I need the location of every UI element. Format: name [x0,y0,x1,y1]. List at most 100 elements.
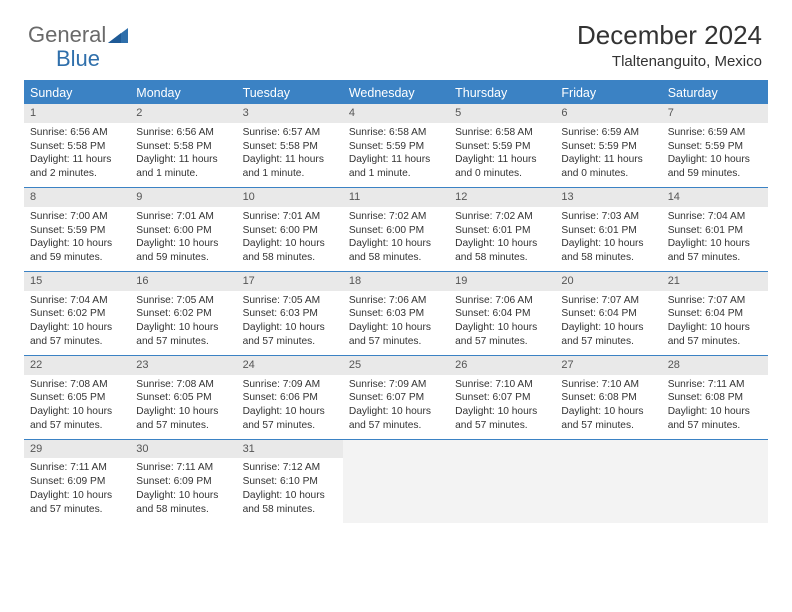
daylight-line: Daylight: 10 hours and 57 minutes. [30,405,124,433]
calendar-cell: 21Sunrise: 7:07 AMSunset: 6:04 PMDayligh… [662,272,768,355]
sunrise-line: Sunrise: 7:10 AM [455,378,549,392]
sunset-line: Sunset: 6:03 PM [243,307,337,321]
daylight-line: Daylight: 10 hours and 57 minutes. [668,405,762,433]
day-number: 27 [555,356,661,375]
day-number: 10 [237,188,343,207]
sunrise-line: Sunrise: 7:05 AM [243,294,337,308]
calendar-cell-empty [449,440,555,523]
day-number: 24 [237,356,343,375]
sunset-line: Sunset: 6:09 PM [136,475,230,489]
sunrise-line: Sunrise: 7:02 AM [455,210,549,224]
calendar-cell: 25Sunrise: 7:09 AMSunset: 6:07 PMDayligh… [343,356,449,439]
day-number: 15 [24,272,130,291]
daylight-line: Daylight: 10 hours and 57 minutes. [455,405,549,433]
calendar-cell: 2Sunrise: 6:56 AMSunset: 5:58 PMDaylight… [130,104,236,187]
calendar-cell-empty [555,440,661,523]
daylight-line: Daylight: 10 hours and 58 minutes. [243,237,337,265]
sunrise-line: Sunrise: 7:05 AM [136,294,230,308]
daylight-line: Daylight: 10 hours and 58 minutes. [349,237,443,265]
sunrise-line: Sunrise: 7:11 AM [136,461,230,475]
daylight-line: Daylight: 11 hours and 2 minutes. [30,153,124,181]
day-details: Sunrise: 7:05 AMSunset: 6:02 PMDaylight:… [130,291,236,355]
day-number: 4 [343,104,449,123]
day-details: Sunrise: 7:06 AMSunset: 6:03 PMDaylight:… [343,291,449,355]
location-text: Tlaltenanguito, Mexico [24,53,762,70]
sunset-line: Sunset: 6:08 PM [668,391,762,405]
day-details: Sunrise: 7:11 AMSunset: 6:09 PMDaylight:… [24,458,130,522]
day-header: Wednesday [343,82,449,104]
daylight-line: Daylight: 11 hours and 1 minute. [136,153,230,181]
daylight-line: Daylight: 10 hours and 57 minutes. [349,405,443,433]
day-details: Sunrise: 7:12 AMSunset: 6:10 PMDaylight:… [237,458,343,522]
daylight-line: Daylight: 10 hours and 57 minutes. [455,321,549,349]
calendar-cell: 4Sunrise: 6:58 AMSunset: 5:59 PMDaylight… [343,104,449,187]
calendar-cell-empty [343,440,449,523]
page-title: December 2024 [24,20,762,51]
daylight-line: Daylight: 11 hours and 0 minutes. [561,153,655,181]
sunset-line: Sunset: 6:04 PM [561,307,655,321]
day-number: 30 [130,440,236,459]
calendar-cell: 14Sunrise: 7:04 AMSunset: 6:01 PMDayligh… [662,188,768,271]
calendar-week: 29Sunrise: 7:11 AMSunset: 6:09 PMDayligh… [24,440,768,523]
calendar-cell: 22Sunrise: 7:08 AMSunset: 6:05 PMDayligh… [24,356,130,439]
sunrise-line: Sunrise: 7:10 AM [561,378,655,392]
daylight-line: Daylight: 10 hours and 59 minutes. [136,237,230,265]
sunset-line: Sunset: 5:58 PM [30,140,124,154]
calendar-cell: 24Sunrise: 7:09 AMSunset: 6:06 PMDayligh… [237,356,343,439]
calendar-cell: 17Sunrise: 7:05 AMSunset: 6:03 PMDayligh… [237,272,343,355]
day-header-row: SundayMondayTuesdayWednesdayThursdayFrid… [24,82,768,104]
sunrise-line: Sunrise: 7:08 AM [136,378,230,392]
daylight-line: Daylight: 10 hours and 58 minutes. [136,489,230,517]
sunrise-line: Sunrise: 7:01 AM [243,210,337,224]
day-details: Sunrise: 7:03 AMSunset: 6:01 PMDaylight:… [555,207,661,271]
sunrise-line: Sunrise: 6:58 AM [349,126,443,140]
calendar-week: 15Sunrise: 7:04 AMSunset: 6:02 PMDayligh… [24,272,768,356]
day-number: 17 [237,272,343,291]
sunset-line: Sunset: 6:05 PM [136,391,230,405]
daylight-line: Daylight: 10 hours and 59 minutes. [30,237,124,265]
sunset-line: Sunset: 6:10 PM [243,475,337,489]
day-details: Sunrise: 7:07 AMSunset: 6:04 PMDaylight:… [662,291,768,355]
daylight-line: Daylight: 10 hours and 57 minutes. [136,405,230,433]
calendar-cell: 10Sunrise: 7:01 AMSunset: 6:00 PMDayligh… [237,188,343,271]
day-number: 11 [343,188,449,207]
day-details: Sunrise: 6:59 AMSunset: 5:59 PMDaylight:… [662,123,768,187]
daylight-line: Daylight: 10 hours and 57 minutes. [30,321,124,349]
day-number: 7 [662,104,768,123]
sunset-line: Sunset: 6:02 PM [136,307,230,321]
sunrise-line: Sunrise: 7:11 AM [30,461,124,475]
day-number: 14 [662,188,768,207]
sunrise-line: Sunrise: 6:57 AM [243,126,337,140]
sunrise-line: Sunrise: 7:00 AM [30,210,124,224]
day-header: Thursday [449,82,555,104]
calendar-cell: 18Sunrise: 7:06 AMSunset: 6:03 PMDayligh… [343,272,449,355]
sunset-line: Sunset: 6:09 PM [30,475,124,489]
day-details: Sunrise: 7:09 AMSunset: 6:07 PMDaylight:… [343,375,449,439]
weeks-container: 1Sunrise: 6:56 AMSunset: 5:58 PMDaylight… [24,104,768,523]
sunset-line: Sunset: 6:08 PM [561,391,655,405]
calendar-cell: 26Sunrise: 7:10 AMSunset: 6:07 PMDayligh… [449,356,555,439]
day-details: Sunrise: 7:02 AMSunset: 6:01 PMDaylight:… [449,207,555,271]
sunset-line: Sunset: 6:00 PM [243,224,337,238]
day-details: Sunrise: 7:11 AMSunset: 6:09 PMDaylight:… [130,458,236,522]
day-number: 20 [555,272,661,291]
day-details: Sunrise: 7:11 AMSunset: 6:08 PMDaylight:… [662,375,768,439]
calendar-cell: 30Sunrise: 7:11 AMSunset: 6:09 PMDayligh… [130,440,236,523]
brand-part2: Blue [56,46,100,72]
day-number: 25 [343,356,449,375]
sunrise-line: Sunrise: 7:02 AM [349,210,443,224]
day-number: 6 [555,104,661,123]
sunrise-line: Sunrise: 7:03 AM [561,210,655,224]
day-details: Sunrise: 7:01 AMSunset: 6:00 PMDaylight:… [237,207,343,271]
day-number: 9 [130,188,236,207]
day-details: Sunrise: 6:57 AMSunset: 5:58 PMDaylight:… [237,123,343,187]
sunrise-line: Sunrise: 7:11 AM [668,378,762,392]
day-number: 31 [237,440,343,459]
sunset-line: Sunset: 6:04 PM [668,307,762,321]
sunset-line: Sunset: 6:02 PM [30,307,124,321]
daylight-line: Daylight: 10 hours and 57 minutes. [561,321,655,349]
sunset-line: Sunset: 5:58 PM [136,140,230,154]
day-number: 12 [449,188,555,207]
sunset-line: Sunset: 6:01 PM [668,224,762,238]
calendar-cell: 5Sunrise: 6:58 AMSunset: 5:59 PMDaylight… [449,104,555,187]
